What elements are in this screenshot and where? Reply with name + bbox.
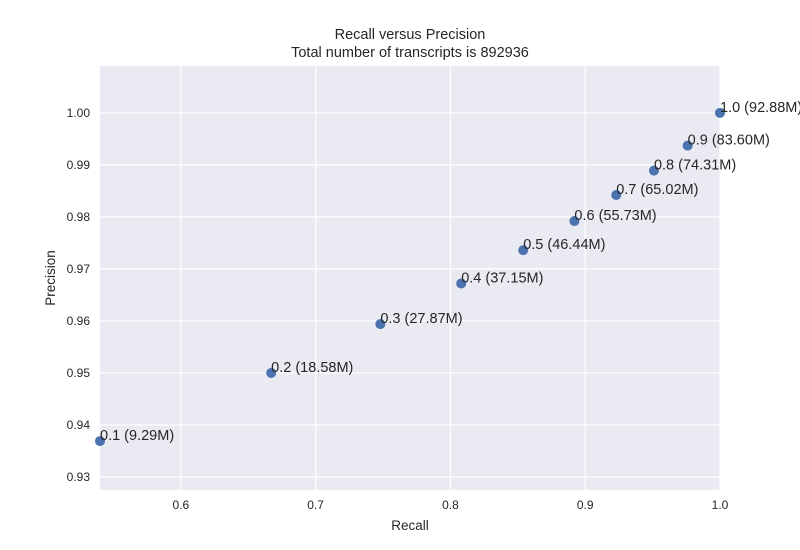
y-tick-label: 0.97 [67,262,91,276]
data-point [715,107,725,118]
data-point [569,216,580,227]
data-point-label: 0.4 (37.15M) [461,270,543,286]
x-tick-label: 0.7 [307,498,324,512]
x-axis-label: Recall [391,518,429,533]
data-point-label: 0.5 (46.44M) [523,237,605,253]
plot-area [100,66,720,490]
data-point-label: 0.8 (74.31M) [654,158,736,174]
y-tick-label: 0.94 [67,418,91,432]
data-point-label: 0.7 (65.02M) [616,182,698,198]
data-point-label: 1.0 (92.88M) [720,100,800,116]
data-point [682,140,693,151]
y-tick-label: 0.99 [67,158,91,172]
y-tick-label: 0.93 [67,470,91,484]
data-point [95,436,105,447]
data-point [266,367,277,378]
data-point [518,245,529,256]
y-axis-label: Precision [43,250,58,306]
point-labels: 0.1 (9.29M) 0.2 (18.58M) 0.3 (27.87M) 0.4 (… [100,100,800,444]
data-point-label: 0.3 (27.87M) [380,311,462,327]
data-point-label: 0.2 (18.58M) [271,360,353,376]
y-tick-label: 0.96 [67,314,91,328]
x-tick-label: 0.6 [173,498,190,512]
y-tick-label: 1.00 [67,106,91,120]
chart-title: Recall versus Precision [335,27,486,43]
data-point [611,190,622,201]
data-points [95,107,725,447]
y-tick-label: 0.98 [67,210,91,224]
y-tick-label: 0.95 [67,366,91,380]
x-tick-label: 0.9 [577,498,594,512]
x-tick-label: 1.0 [712,498,729,512]
chart-subtitle: Total number of transcripts is 892936 [291,45,529,61]
data-point [456,278,467,289]
data-point [375,319,386,330]
data-point-label: 0.1 (9.29M) [100,428,174,444]
y-tick-labels: 0.93 0.94 0.95 0.96 0.97 0.98 0.99 1.00 [67,106,91,484]
x-tick-label: 0.8 [442,498,459,512]
data-point-label: 0.9 (83.60M) [688,133,770,149]
x-tick-labels: 0.6 0.7 0.8 0.9 1.0 [173,498,729,512]
grid-lines [100,66,721,490]
data-point-label: 0.6 (55.73M) [574,208,656,224]
data-point [648,165,659,176]
